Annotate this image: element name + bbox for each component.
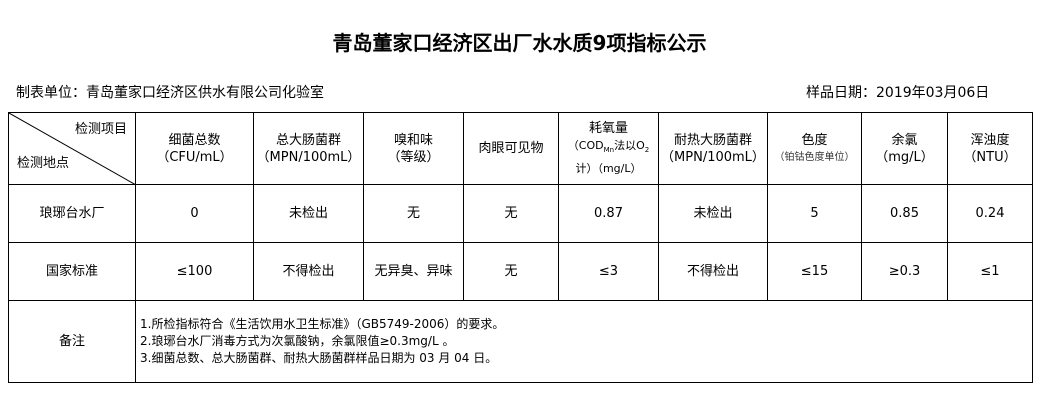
value-cell: 无异臭、异味	[363, 242, 464, 301]
note: 1.所检指标符合《生活饮用水卫生标准》（GB5749-2006）的要求。	[140, 317, 505, 331]
corner-cell: 检测项目 检测地点	[8, 112, 136, 185]
value-cell: ≤15	[767, 242, 862, 301]
value-cell: 0.85	[861, 184, 948, 243]
col-header: 浑浊度 （NTU）	[947, 112, 1033, 185]
site-cell: 琅琊台水厂	[8, 184, 136, 243]
value-cell: ≤100	[135, 242, 254, 301]
sample-date: 样品日期：2019年03月06日	[806, 85, 990, 101]
corner-bottom-label: 检测地点	[17, 156, 70, 171]
value-cell: ≥0.3	[861, 242, 948, 301]
value-cell: 不得检出	[253, 242, 364, 301]
col-header: 耐热大肠菌群 （MPN/100mL）	[658, 112, 768, 185]
value-cell: 未检出	[658, 184, 768, 243]
note: 2.琅琊台水厂消毒方式为次氯酸钠，余氯限值≥0.3mg/L 。	[140, 334, 455, 348]
value-cell: 5	[767, 184, 862, 243]
col-header: 耗氧量 （CODMn法以O2 计）（mg/L）	[558, 112, 659, 185]
value-cell: 无	[463, 184, 559, 243]
header-row: 检测项目 检测地点 细菌总数 （CFU/mL） 总大肠菌群 （MPN/100mL） …	[8, 112, 1033, 185]
notes-row: 备注 1.所检指标符合《生活饮用水卫生标准》（GB5749-2006）的要求。 …	[8, 300, 1033, 383]
value-cell: 无	[363, 184, 464, 243]
water-quality-table: 检测项目 检测地点 细菌总数 （CFU/mL） 总大肠菌群 （MPN/100mL） …	[8, 112, 1033, 383]
notes-label: 备注	[8, 300, 136, 383]
col-header: 嗅和味 （等级）	[363, 112, 464, 185]
value-cell: 不得检出	[658, 242, 768, 301]
value-cell: 0.24	[947, 184, 1033, 243]
table-row: 琅琊台水厂 0 未检出 无 无 0.87 未检出 5 0.85 0.24	[8, 184, 1033, 243]
value-cell: ≤1	[947, 242, 1033, 301]
col-header: 色度 （铂钴色度单位）	[767, 112, 862, 185]
value-cell: 0.87	[558, 184, 659, 243]
col-header: 细菌总数 （CFU/mL）	[135, 112, 254, 185]
value-cell: 无	[463, 242, 559, 301]
value-cell: ≤3	[558, 242, 659, 301]
notes-cell: 1.所检指标符合《生活饮用水卫生标准》（GB5749-2006）的要求。 2.琅…	[135, 300, 1033, 383]
diagonal-line	[9, 113, 136, 185]
corner-top-label: 检测项目	[74, 122, 127, 137]
page-title: 青岛董家口经济区出厂水水质9项指标公示	[332, 31, 707, 55]
issuing-unit: 制表单位：青岛董家口经济区供水有限公司化验室	[16, 85, 324, 101]
table-row: 国家标准 ≤100 不得检出 无异臭、异味 无 ≤3 不得检出 ≤15 ≥0.3…	[8, 242, 1033, 301]
col-header: 总大肠菌群 （MPN/100mL）	[253, 112, 364, 185]
value-cell: 未检出	[253, 184, 364, 243]
col-header: 余氯 （mg/L）	[861, 112, 948, 185]
value-cell: 0	[135, 184, 254, 243]
note: 3.细菌总数、总大肠菌群、耐热大肠菌群样品日期为 03 月 04 日。	[140, 351, 498, 365]
col-header: 肉眼可见物	[463, 112, 559, 185]
site-cell: 国家标准	[8, 242, 136, 301]
